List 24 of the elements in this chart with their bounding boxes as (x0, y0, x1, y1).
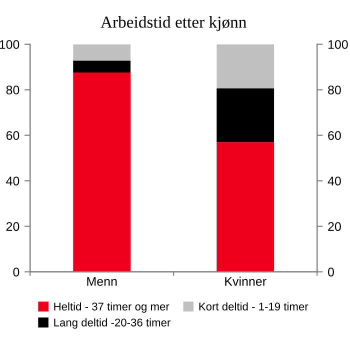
bar (73, 60, 131, 72)
x-tick-label: Menn (87, 277, 117, 286)
bar (216, 88, 274, 142)
y2-tick-label: 100 (328, 40, 348, 49)
y-tick-label: 60 (6, 131, 20, 140)
x-tick-label: Kvinner (225, 276, 266, 286)
legend-label: Heltid - 37 timer og mer (54, 302, 170, 313)
bar (216, 142, 274, 272)
bar (216, 44, 274, 88)
y-tick-label: 0 (13, 268, 20, 276)
bar (73, 72, 131, 272)
y-tick-label: 100 (0, 40, 20, 49)
y-tick-label: 80 (6, 86, 20, 94)
y2-tick-label: 60 (328, 131, 341, 140)
y-tick-label: 40 (6, 176, 20, 186)
y-tick-label: 20 (6, 222, 20, 231)
y2-tick-label: 20 (328, 222, 341, 231)
y2-tick-label: 40 (328, 176, 341, 186)
bar (73, 44, 131, 61)
y2-tick-label: 80 (328, 86, 341, 94)
legend-label: Kort deltid - 1-19 timer (199, 302, 308, 310)
y2-tick-label: 0 (328, 268, 334, 276)
chart-title: Arbeidstid etter kjønn (100, 16, 246, 32)
legend-label: Lang deltid -20-36 timer (54, 318, 170, 329)
